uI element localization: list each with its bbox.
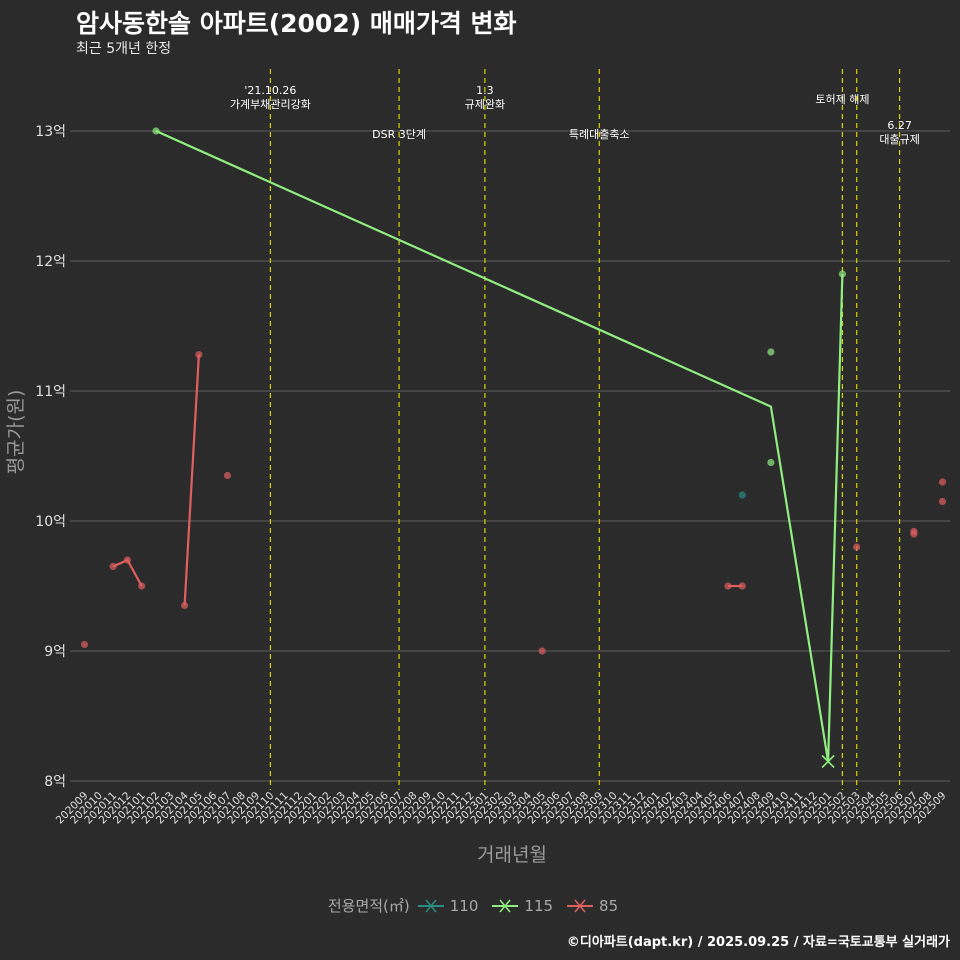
series-line xyxy=(112,558,143,587)
chart-title: 암사동한솔 아파트(2002) 매매가격 변화 xyxy=(76,9,517,38)
data-point xyxy=(223,471,232,480)
legend-item-85: 85 xyxy=(567,896,618,916)
data-point xyxy=(538,647,546,655)
y-axis-title: 평균가(원) xyxy=(5,390,27,475)
source-caption: ©디아파트(dapt.kr) / 2025.09.25 / 자료=국토교통부 실… xyxy=(566,935,950,950)
y-tick-label: 8억 xyxy=(44,774,66,790)
data-point xyxy=(910,527,918,536)
x-axis-title: 거래년월 xyxy=(477,844,547,866)
y-tick-label: 10억 xyxy=(35,514,66,530)
event-label: DSR 3단계 xyxy=(372,128,426,141)
y-tick-label: 11억 xyxy=(35,384,66,400)
chart-subtitle: 최근 5개년 한정 xyxy=(76,41,172,57)
legend-key-110 xyxy=(417,899,444,912)
y-axis: 8억 9억 10억 11억 12억 13억 xyxy=(35,124,66,790)
series-layer xyxy=(80,127,947,769)
x-axis: 2020092020102020112020122021012021022021… xyxy=(54,789,949,826)
data-point xyxy=(767,348,775,356)
y-tick-label: 9억 xyxy=(44,644,66,660)
cross-marker xyxy=(821,754,835,769)
event-label: 6.27 xyxy=(887,119,912,132)
data-point xyxy=(123,556,131,564)
series-line xyxy=(155,129,844,762)
data-point xyxy=(80,640,89,649)
grid-lines xyxy=(70,130,950,782)
data-point xyxy=(938,478,947,486)
legend-label-110: 110 xyxy=(449,896,479,915)
event-label: 1.3 xyxy=(476,84,494,97)
data-point xyxy=(152,127,160,135)
data-point xyxy=(853,543,861,551)
event-label: 규제완화 xyxy=(465,98,505,111)
event-label: 토허제 해제 xyxy=(815,92,869,106)
data-point xyxy=(738,582,746,590)
legend: 전용면적(㎡) 110 115 85 xyxy=(0,895,960,916)
y-tick-label: 13억 xyxy=(35,124,66,140)
data-point xyxy=(109,562,117,571)
legend-item-110: 110 xyxy=(417,896,479,916)
event-label: 특례대출축소 xyxy=(569,128,630,141)
data-point xyxy=(138,582,146,590)
y-tick-label: 12억 xyxy=(35,254,66,270)
legend-key-115 xyxy=(492,899,519,912)
event-label: 가계부채관리강화 xyxy=(230,98,311,111)
series-line xyxy=(183,354,200,606)
data-point xyxy=(181,601,189,610)
legend-title: 전용면적(㎡) xyxy=(327,897,410,915)
legend-label-115: 115 xyxy=(524,896,554,915)
data-point xyxy=(938,497,947,506)
event-label: 대출규제 xyxy=(879,133,919,146)
data-point xyxy=(724,582,732,590)
event-label: '21.10.26 xyxy=(244,84,296,97)
data-point xyxy=(838,270,847,278)
legend-key-85 xyxy=(567,899,594,912)
data-point xyxy=(738,491,746,499)
data-point xyxy=(195,351,203,359)
data-point xyxy=(767,458,775,467)
legend-label-85: 85 xyxy=(599,896,619,915)
legend-item-115: 115 xyxy=(492,896,553,916)
